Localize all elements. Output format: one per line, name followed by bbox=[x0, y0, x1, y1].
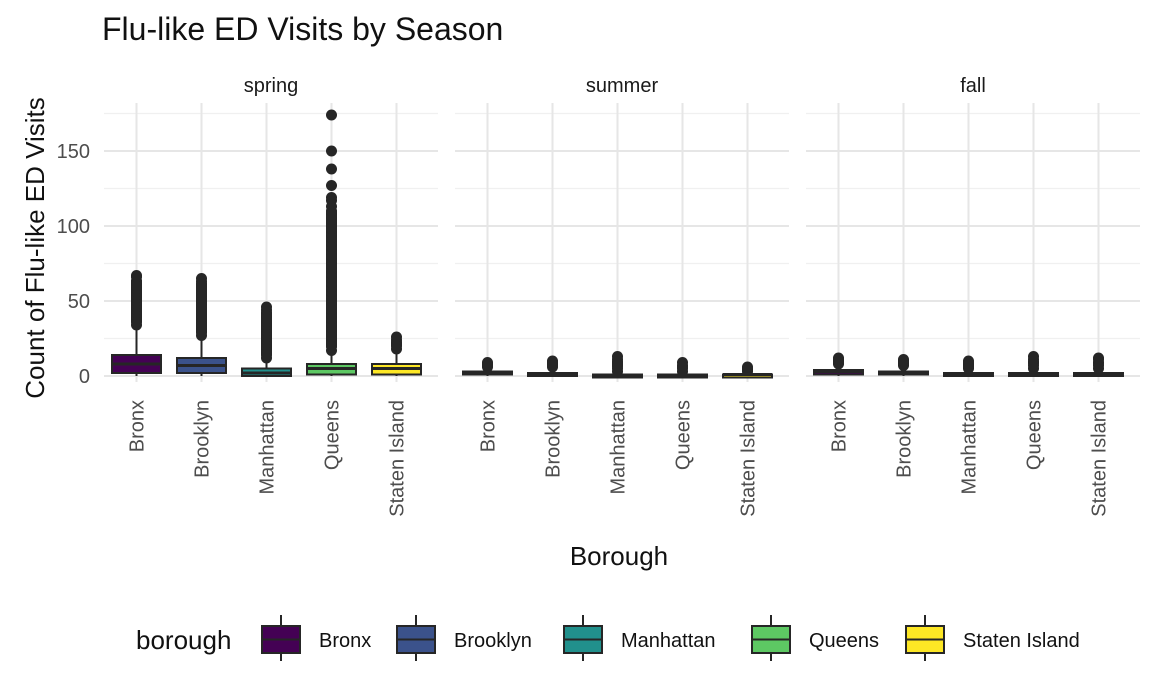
box-summer-queens bbox=[657, 357, 708, 379]
box-summer-staten-island bbox=[722, 361, 773, 379]
outlier-point bbox=[612, 351, 623, 362]
panel-fall: fall Bronx Brooklyn Manhattan Queens Staten I… bbox=[806, 75, 1140, 517]
legend-item-queens: Queens bbox=[751, 615, 879, 661]
legend-item-manhattan: Manhattan bbox=[563, 615, 716, 661]
box-fall-queens bbox=[1008, 351, 1059, 377]
x-tick-label-bronx: Bronx bbox=[127, 400, 149, 452]
outlier-point bbox=[742, 361, 753, 373]
outlier-point bbox=[1093, 352, 1104, 364]
box-fall-manhattan bbox=[943, 355, 994, 377]
outlier-point bbox=[963, 355, 974, 367]
outlier-point bbox=[326, 145, 337, 157]
x-tick-label-queens: Queens bbox=[673, 400, 695, 470]
y-tick-label-50: 50 bbox=[68, 291, 90, 313]
box-fall-staten-island bbox=[1073, 352, 1124, 377]
y-tick-label-0: 0 bbox=[79, 366, 90, 388]
x-tick-label-queens: Queens bbox=[1024, 400, 1046, 470]
outlier-point bbox=[326, 163, 337, 175]
box-spring-queens bbox=[306, 109, 357, 376]
legend: borough Bronx Brooklyn Manhattan Queens Stat… bbox=[136, 615, 1080, 661]
outlier-point bbox=[1028, 351, 1039, 362]
outlier-point bbox=[326, 109, 337, 121]
x-tick-label-manhattan: Manhattan bbox=[959, 400, 981, 495]
legend-label-queens: Queens bbox=[809, 630, 879, 652]
facet-label-spring: spring bbox=[244, 75, 298, 97]
box-spring-manhattan bbox=[241, 301, 292, 377]
panel-summer: summer Bronx Brooklyn Manhattan Queens Staten… bbox=[455, 75, 789, 517]
outlier-point bbox=[326, 192, 337, 203]
chart-title: Flu-like ED Visits by Season bbox=[102, 11, 503, 47]
x-tick-label-staten-island: Staten Island bbox=[387, 400, 409, 517]
outlier-point bbox=[261, 301, 272, 313]
x-tick-label-staten-island: Staten Island bbox=[738, 400, 760, 517]
outlier-point bbox=[547, 355, 558, 367]
legend-title: borough bbox=[136, 625, 231, 655]
outlier-point bbox=[898, 354, 909, 365]
x-axis-title: Borough bbox=[570, 541, 668, 571]
x-tick-label-staten-island: Staten Island bbox=[1089, 400, 1111, 517]
legend-item-staten-island: Staten Island bbox=[905, 615, 1080, 661]
legend-item-brooklyn: Brooklyn bbox=[396, 615, 532, 661]
x-tick-label-brooklyn: Brooklyn bbox=[894, 400, 916, 478]
box-summer-manhattan bbox=[592, 351, 643, 379]
legend-label-staten-island: Staten Island bbox=[963, 630, 1080, 652]
box-fall-brooklyn bbox=[878, 354, 929, 376]
box-summer-bronx bbox=[462, 357, 513, 376]
outlier-point bbox=[482, 357, 493, 368]
box-fall-bronx bbox=[813, 352, 864, 376]
outlier-point bbox=[196, 273, 207, 284]
facet-label-fall: fall bbox=[960, 75, 986, 97]
x-tick-label-brooklyn: Brooklyn bbox=[543, 400, 565, 478]
outlier-point bbox=[391, 331, 402, 343]
outlier-point bbox=[833, 352, 844, 364]
outlier-point bbox=[131, 270, 142, 281]
y-tick-label-150: 150 bbox=[57, 141, 90, 163]
box-summer-brooklyn bbox=[527, 355, 578, 377]
box-spring-brooklyn bbox=[176, 273, 227, 376]
facet-label-summer: summer bbox=[586, 75, 659, 97]
outlier-point bbox=[677, 357, 688, 368]
x-tick-label-bronx: Bronx bbox=[478, 400, 500, 452]
legend-label-bronx: Bronx bbox=[319, 630, 371, 652]
outlier-point bbox=[326, 180, 337, 191]
box-spring-staten-island bbox=[371, 331, 422, 376]
legend-item-bronx: Bronx bbox=[261, 615, 371, 661]
x-tick-label-manhattan: Manhattan bbox=[608, 400, 630, 495]
panel-spring: spring Bronx Brooklyn Manhattan Queens Staten… bbox=[104, 75, 438, 517]
x-tick-label-manhattan: Manhattan bbox=[257, 400, 279, 495]
legend-label-manhattan: Manhattan bbox=[621, 630, 716, 652]
y-axis-ticks: 0 50 100 150 bbox=[57, 141, 90, 388]
legend-label-brooklyn: Brooklyn bbox=[454, 630, 532, 652]
x-tick-label-brooklyn: Brooklyn bbox=[192, 400, 214, 478]
y-tick-label-100: 100 bbox=[57, 216, 90, 238]
box-spring-bronx bbox=[111, 270, 162, 376]
x-tick-label-queens: Queens bbox=[322, 400, 344, 470]
y-axis-title: Count of Flu-like ED Visits bbox=[20, 97, 50, 399]
facet-panels: spring Bronx Brooklyn Manhattan Queens Staten… bbox=[104, 75, 1140, 517]
x-tick-label-bronx: Bronx bbox=[829, 400, 851, 452]
